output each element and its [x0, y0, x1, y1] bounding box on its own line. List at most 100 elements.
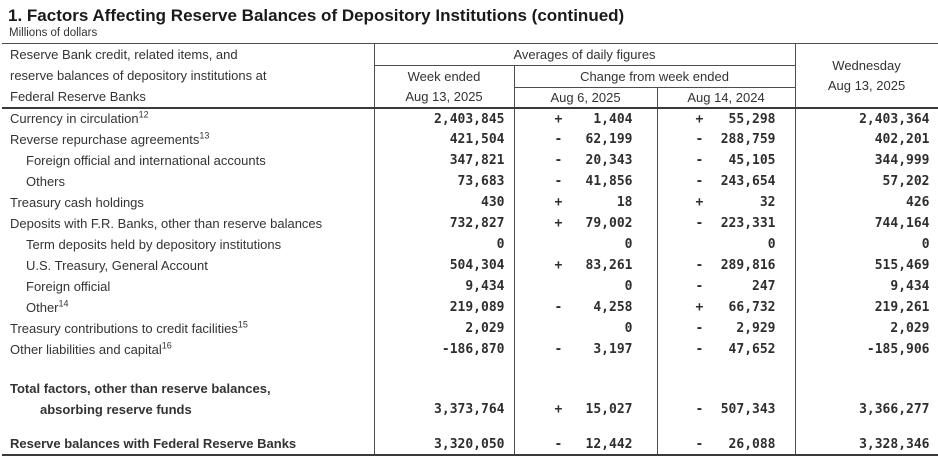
spacer-row [2, 420, 938, 434]
value: 9,434 [465, 279, 505, 294]
change-cell: - 247 [658, 279, 795, 294]
row-label-cell: Treasury cash holdings [2, 192, 374, 213]
change-from-prev-week-cell: +83,261 [513, 255, 657, 276]
change-sign: + [554, 195, 563, 210]
value: 426 [906, 195, 930, 210]
change-cell: - 223,331 [658, 216, 795, 231]
change-value: 79,002 [585, 216, 633, 231]
stub-line-3: Federal Reserve Banks [10, 89, 146, 104]
change-sign: - [695, 321, 704, 336]
change-cell: 0 [515, 279, 657, 294]
change-from-prev-year-cell: - 289,816 [656, 255, 796, 276]
wednesday-level-cell: 3,366,277 [794, 378, 938, 420]
change-sign: - [695, 132, 704, 147]
row-label: Deposits with F.R. Banks, other than res… [10, 215, 323, 231]
row-label: Total factors, other than reserve balanc… [10, 381, 271, 396]
value: 3,373,764 [434, 402, 505, 417]
value: 347,821 [449, 153, 505, 168]
change-value: 3,197 [593, 342, 633, 357]
stub-head-cell: Reserve Bank credit, related items, and … [2, 43, 374, 108]
row-label-cell: Others [2, 171, 374, 192]
row-label-cell: Reserve balances with Federal Reserve Ba… [2, 434, 374, 456]
wednesday-head-cell: Wednesday Aug 13, 2025 [794, 43, 938, 108]
week-avg-cell: 347,821 [373, 150, 514, 171]
change-sign: - [554, 342, 563, 357]
row-label-cell: Deposits with F.R. Banks, other than res… [2, 213, 374, 234]
change-cell: +83,261 [515, 258, 657, 273]
stub-line-2: reserve balances of depository instituti… [10, 68, 267, 83]
change-cell: +32 [658, 195, 795, 210]
value: 2,403,364 [859, 111, 930, 127]
change-cell: - 41,856 [515, 174, 657, 189]
week-avg-cell: 3,320,050 [373, 434, 514, 456]
change-sign: - [695, 279, 704, 294]
change-cell: +15,027 [515, 399, 657, 420]
week-ended-date: Aug 13, 2025 [405, 88, 483, 104]
change-cell: +66,732 [658, 300, 795, 315]
change-cell: - 507,343 [658, 399, 795, 420]
row-label: Others [26, 173, 66, 189]
value: 2,403,845 [434, 111, 505, 127]
change-value: 66,732 [728, 300, 776, 315]
value: 2,029 [465, 321, 505, 336]
wednesday-level-cell: 402,201 [794, 129, 938, 150]
change-cell: - 26,088 [658, 437, 795, 452]
week-avg-cell: 9,434 [373, 276, 514, 297]
week-avg-cell: 3,373,764 [373, 378, 514, 420]
row-label: Term deposits held by depository institu… [26, 236, 282, 252]
change-sign: + [554, 111, 563, 127]
change-value: 4,258 [593, 300, 633, 315]
change-value: 0 [624, 237, 633, 252]
table-row: Treasury contributions to credit facilit… [2, 318, 938, 339]
change-from-prev-year-cell: - 223,331 [656, 213, 796, 234]
spacer-row [2, 360, 938, 378]
wednesday-label: Wednesday [832, 57, 901, 73]
spacer-cell [656, 360, 796, 378]
value: 421,504 [449, 132, 505, 147]
change-cell: - 4,258 [515, 300, 657, 315]
change-from-prev-week-cell: - 12,442 [513, 434, 657, 456]
week-ended-label: Week ended [407, 68, 481, 84]
change-from-prev-year-cell: - 45,105 [656, 150, 796, 171]
row-label: Treasury cash holdings [10, 194, 144, 210]
change-value: 26,088 [728, 436, 776, 452]
week-avg-cell: 0 [373, 234, 514, 255]
footnote-ref: 14 [58, 298, 69, 309]
change-sign: + [695, 195, 704, 210]
value: 0 [921, 237, 930, 252]
change-value: 1,404 [593, 111, 633, 127]
value: 219,089 [449, 300, 505, 315]
change-from-prev-week-cell: +15,027 [513, 378, 657, 420]
table-row: U.S. Treasury, General Account 504,304 +83… [2, 255, 938, 276]
change-cell: 0 [515, 237, 657, 252]
change-value: 55,298 [728, 111, 776, 127]
change-cell: - 289,816 [658, 258, 795, 273]
change-cell: +18 [515, 195, 657, 210]
spacer-cell [373, 360, 514, 378]
row-label: Reserve balances with Federal Reserve Ba… [10, 436, 297, 451]
change-cell: +55,298 [658, 112, 795, 127]
row-label: Foreign official and international accou… [26, 152, 266, 168]
wednesday-level-cell: 2,403,364 [794, 107, 938, 129]
value: 2,029 [890, 321, 930, 336]
value: 57,202 [882, 174, 930, 189]
row-label-cell: Total factors, other than reserve balanc… [2, 378, 374, 420]
change-sign: - [695, 174, 704, 189]
table-row: Foreign official 9,434 0 - 247 9,434 [2, 276, 938, 297]
change-from-prev-year-cell: - 26,088 [656, 434, 796, 456]
footnote-ref: 15 [237, 319, 248, 330]
wednesday-level-cell: 344,999 [794, 150, 938, 171]
change-from-prev-year-cell: - 507,343 [656, 378, 796, 420]
change-value: 0 [624, 321, 633, 336]
change-cell: - 45,105 [658, 153, 795, 168]
table-row: Term deposits held by depository institu… [2, 234, 938, 255]
table-row: Currency in circulation12 2,403,845 +1,404… [2, 107, 938, 129]
week-avg-cell: 219,089 [373, 297, 514, 318]
week-avg-cell: 2,403,845 [373, 107, 514, 129]
change-sign: + [695, 111, 704, 127]
change-sign: - [554, 174, 563, 189]
change-from-prev-week-cell: - 3,197 [513, 339, 657, 360]
row-label: Reverse repurchase agreements13 [10, 130, 210, 147]
row-label-cell: Currency in circulation12 [2, 107, 374, 129]
